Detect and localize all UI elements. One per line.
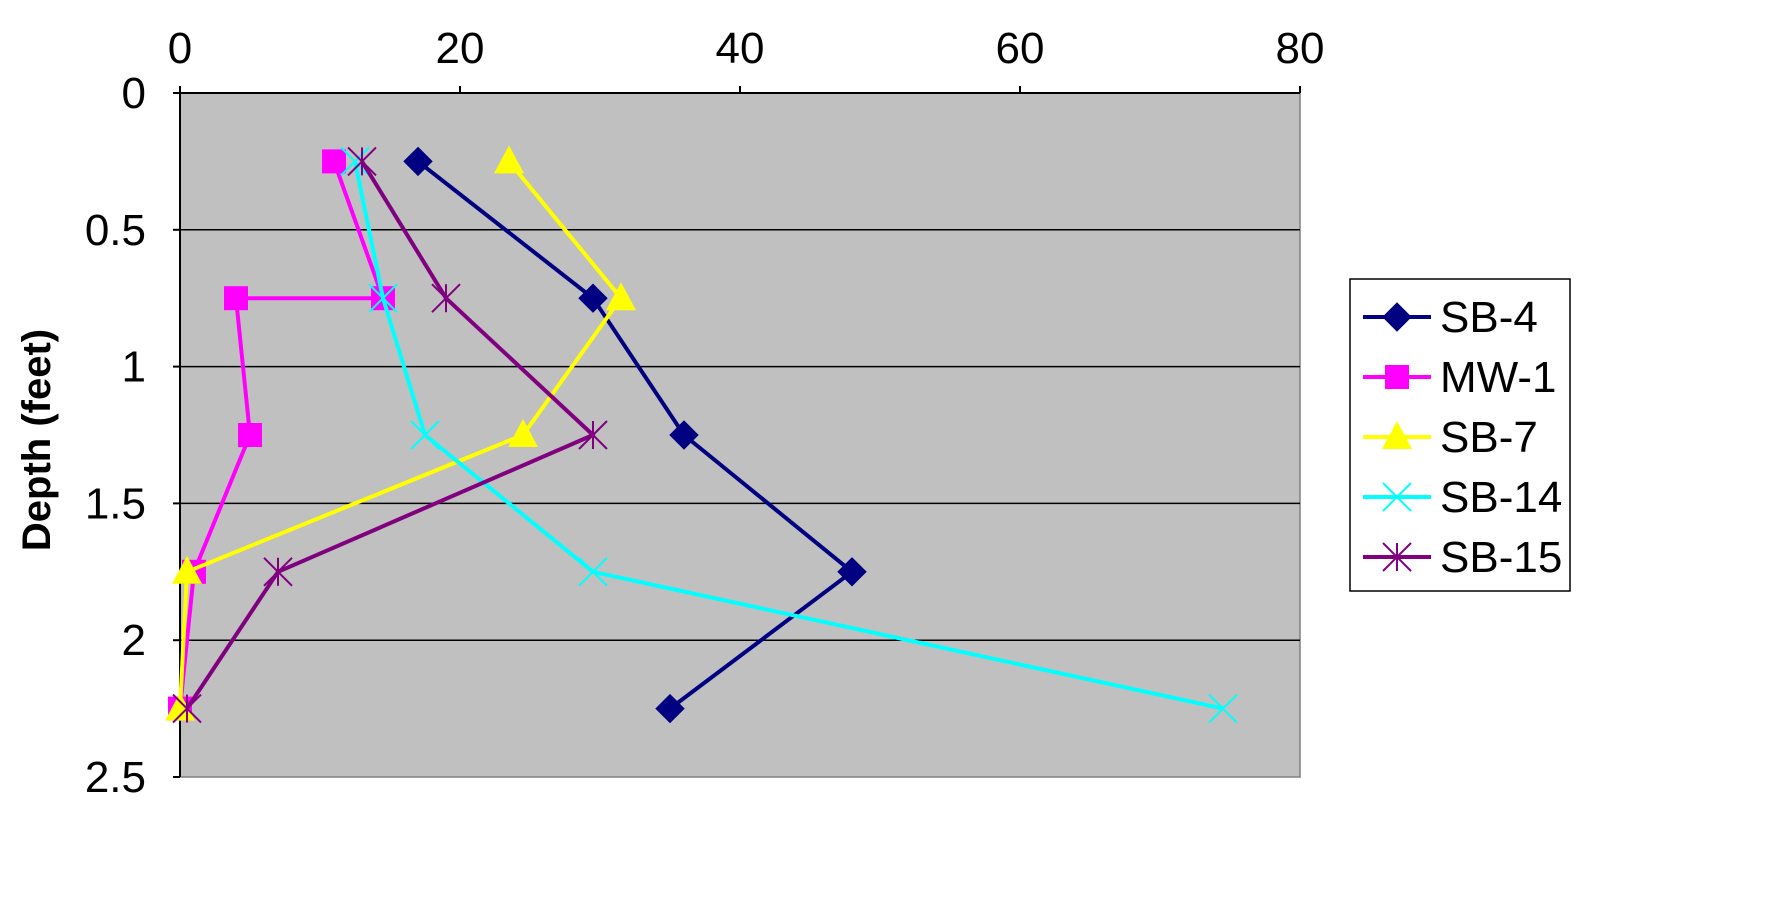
point-sb-14-0: [340, 146, 370, 177]
legend: SB-4 MW-1 SB-7 SB-14 SB-15: [1349, 278, 1571, 592]
point-sb-15-1: [431, 283, 461, 313]
point-sb-15-0: [347, 146, 377, 177]
legend-item-sb-14: SB-14: [1363, 473, 1562, 522]
legend-item-sb-4: SB-4: [1363, 293, 1538, 342]
point-sb-4-0: [403, 146, 433, 177]
point-sb-7-3: [172, 555, 202, 584]
point-sb-7-2: [508, 419, 538, 447]
point-sb-7-1: [606, 282, 636, 311]
point-sb-4-2: [669, 420, 699, 450]
legend-marker-sb-15: [1382, 542, 1412, 572]
x-tick-label-1: 20: [436, 24, 485, 73]
legend-label-mw-1: MW-1: [1440, 353, 1557, 402]
point-sb-4-4: [655, 693, 685, 724]
x-tick-labels: 0 20 40 60 80: [168, 24, 1325, 73]
series-sb-14: [340, 146, 1238, 724]
plot-area: [179, 92, 1301, 778]
x-tick-label-0: 0: [168, 24, 192, 73]
legend-marker-sb-7: [1382, 421, 1412, 449]
point-sb-7-0: [494, 145, 524, 174]
point-sb-14-2: [410, 420, 440, 450]
legend-item-sb-15: SB-15: [1363, 533, 1562, 582]
point-sb-15-3: [263, 557, 293, 587]
legend-label-sb-14: SB-14: [1440, 473, 1562, 522]
point-mw-1-3: [238, 423, 262, 447]
point-sb-14-3: [578, 557, 608, 587]
legend-marker-mw-1: [1385, 365, 1409, 389]
x-tick-label-4: 80: [1276, 24, 1325, 73]
axes: [173, 86, 1301, 778]
y-tick-label-2: 1: [122, 343, 146, 392]
legend-label-sb-7: SB-7: [1440, 413, 1538, 462]
legend-marker-sb-4: [1382, 302, 1412, 332]
legend-label-sb-15: SB-15: [1440, 533, 1562, 582]
legend-item-mw-1: MW-1: [1363, 353, 1557, 402]
point-sb-4-1: [578, 283, 608, 313]
point-sb-14-1: [368, 283, 398, 313]
point-sb-15-4: [172, 693, 202, 724]
point-mw-1-2: [224, 286, 248, 311]
point-sb-14-4: [1208, 693, 1238, 724]
legend-item-sb-7: SB-7: [1363, 413, 1538, 462]
series-sb-4: [403, 146, 867, 724]
legend-label-sb-4: SB-4: [1440, 293, 1538, 342]
y-tick-label-1: 0.5: [85, 206, 146, 255]
y-tick-labels: 0 0.5 1 1.5 2 2.5: [85, 69, 146, 802]
legend-marker-sb-14: [1382, 482, 1412, 512]
point-sb-15-2: [578, 420, 608, 450]
y-axis-label: Depth (feet): [15, 329, 59, 551]
y-tick-label-3: 1.5: [85, 479, 146, 528]
x-tick-label-3: 60: [996, 24, 1045, 73]
y-tick-label-5: 2.5: [85, 753, 146, 802]
point-mw-1-0: [322, 149, 346, 174]
point-sb-4-3: [837, 557, 867, 587]
gridlines: [180, 229, 1300, 641]
series-sb-15: [172, 146, 608, 724]
series-layer: [165, 145, 1238, 724]
series-line-mw-1: [178, 160, 385, 709]
x-tick-label-2: 40: [716, 24, 765, 73]
y-tick-label-4: 2: [122, 616, 146, 665]
y-tick-label-0: 0: [122, 69, 146, 118]
